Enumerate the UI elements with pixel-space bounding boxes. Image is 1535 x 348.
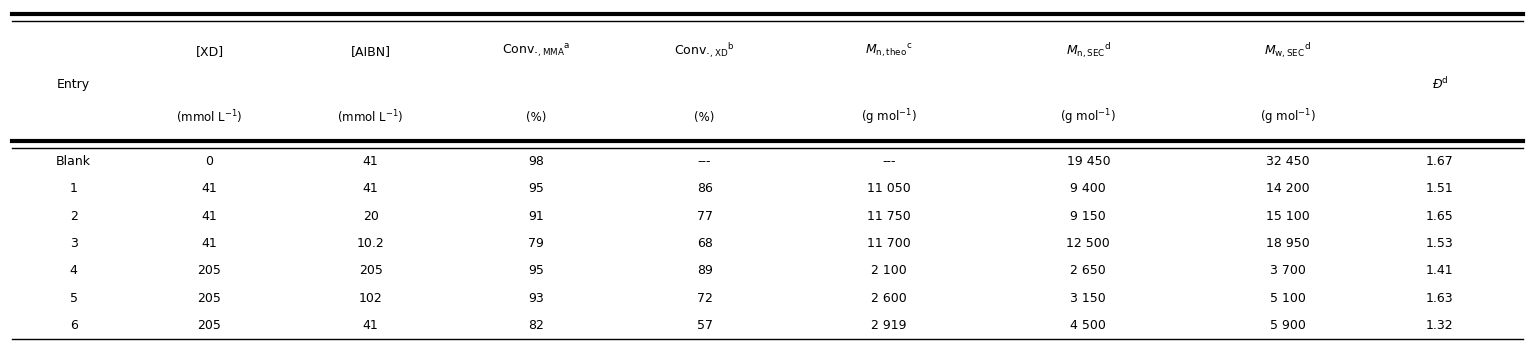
Text: 4: 4 [69, 264, 78, 277]
Text: 2 650: 2 650 [1070, 264, 1107, 277]
Text: $\it{Đ}$$^{\mathregular{d}}$: $\it{Đ}$$^{\mathregular{d}}$ [1432, 77, 1448, 92]
Text: 18 950: 18 950 [1266, 237, 1309, 250]
Text: $M_{\mathregular{n,theo}}$$^{\mathregular{c}}$: $M_{\mathregular{n,theo}}$$^{\mathregula… [866, 43, 912, 60]
Text: 11 700: 11 700 [867, 237, 910, 250]
Text: 2 100: 2 100 [870, 264, 907, 277]
Text: 11 050: 11 050 [867, 182, 910, 196]
Text: (mmol L$^{-1}$): (mmol L$^{-1}$) [338, 109, 404, 126]
Text: 0: 0 [206, 155, 213, 168]
Text: 98: 98 [528, 155, 543, 168]
Text: 12 500: 12 500 [1067, 237, 1110, 250]
Text: 41: 41 [201, 237, 218, 250]
Text: 1.65: 1.65 [1426, 210, 1454, 223]
Text: 82: 82 [528, 319, 543, 332]
Text: 205: 205 [359, 264, 382, 277]
Text: 41: 41 [362, 319, 379, 332]
Text: 41: 41 [362, 182, 379, 196]
Text: 79: 79 [528, 237, 543, 250]
Text: 11 750: 11 750 [867, 210, 910, 223]
Text: 10.2: 10.2 [356, 237, 385, 250]
Text: 102: 102 [359, 292, 382, 305]
Text: 41: 41 [201, 210, 218, 223]
Text: ---: --- [883, 155, 895, 168]
Text: 5 900: 5 900 [1269, 319, 1306, 332]
Text: (mmol L$^{-1}$): (mmol L$^{-1}$) [177, 109, 243, 126]
Text: 1.67: 1.67 [1426, 155, 1454, 168]
Text: 9 400: 9 400 [1070, 182, 1107, 196]
Text: 86: 86 [697, 182, 712, 196]
Text: 15 100: 15 100 [1266, 210, 1309, 223]
Text: 3: 3 [69, 237, 78, 250]
Text: Conv.$_{\mathregular{,MMA}}$$^{\mathregular{a}}$: Conv.$_{\mathregular{,MMA}}$$^{\mathregu… [502, 43, 569, 60]
Text: 205: 205 [198, 319, 221, 332]
Text: 205: 205 [198, 264, 221, 277]
Text: 19 450: 19 450 [1067, 155, 1110, 168]
Text: 57: 57 [697, 319, 712, 332]
Text: Entry: Entry [57, 78, 91, 91]
Text: 77: 77 [697, 210, 712, 223]
Text: 20: 20 [362, 210, 379, 223]
Text: 93: 93 [528, 292, 543, 305]
Text: 41: 41 [362, 155, 379, 168]
Text: 1.32: 1.32 [1426, 319, 1454, 332]
Text: [AIBN]: [AIBN] [350, 45, 391, 58]
Text: (%): (%) [694, 111, 715, 124]
Text: 68: 68 [697, 237, 712, 250]
Text: 5 100: 5 100 [1269, 292, 1306, 305]
Text: (g mol$^{-1}$): (g mol$^{-1}$) [1260, 108, 1315, 127]
Text: $M_{\mathregular{n,SEC}}$$^{\mathregular{d}}$: $M_{\mathregular{n,SEC}}$$^{\mathregular… [1065, 42, 1111, 61]
Text: 3 150: 3 150 [1070, 292, 1107, 305]
Text: 6: 6 [69, 319, 78, 332]
Text: 91: 91 [528, 210, 543, 223]
Text: 1.63: 1.63 [1426, 292, 1454, 305]
Text: Conv.$_{\mathregular{,XD}}$$^{\mathregular{b}}$: Conv.$_{\mathregular{,XD}}$$^{\mathregul… [674, 42, 735, 61]
Text: $M_{\mathregular{w,SEC}}$$^{\mathregular{d}}$: $M_{\mathregular{w,SEC}}$$^{\mathregular… [1265, 42, 1311, 61]
Text: (g mol$^{-1}$): (g mol$^{-1}$) [861, 108, 916, 127]
Text: 205: 205 [198, 292, 221, 305]
Text: 32 450: 32 450 [1266, 155, 1309, 168]
Text: 41: 41 [201, 182, 218, 196]
Text: 2 600: 2 600 [870, 292, 907, 305]
Text: 1.51: 1.51 [1426, 182, 1454, 196]
Text: 95: 95 [528, 264, 543, 277]
Text: 5: 5 [69, 292, 78, 305]
Text: 9 150: 9 150 [1070, 210, 1107, 223]
Text: 3 700: 3 700 [1269, 264, 1306, 277]
Text: 95: 95 [528, 182, 543, 196]
Text: Blank: Blank [57, 155, 91, 168]
Text: 2: 2 [69, 210, 78, 223]
Text: 1.53: 1.53 [1426, 237, 1454, 250]
Text: 14 200: 14 200 [1266, 182, 1309, 196]
Text: ---: --- [698, 155, 711, 168]
Text: 72: 72 [697, 292, 712, 305]
Text: 1.41: 1.41 [1426, 264, 1454, 277]
Text: (%): (%) [525, 111, 546, 124]
Text: 4 500: 4 500 [1070, 319, 1107, 332]
Text: [XD]: [XD] [195, 45, 224, 58]
Text: (g mol$^{-1}$): (g mol$^{-1}$) [1061, 108, 1116, 127]
Text: 2 919: 2 919 [870, 319, 907, 332]
Text: 89: 89 [697, 264, 712, 277]
Text: 1: 1 [69, 182, 78, 196]
